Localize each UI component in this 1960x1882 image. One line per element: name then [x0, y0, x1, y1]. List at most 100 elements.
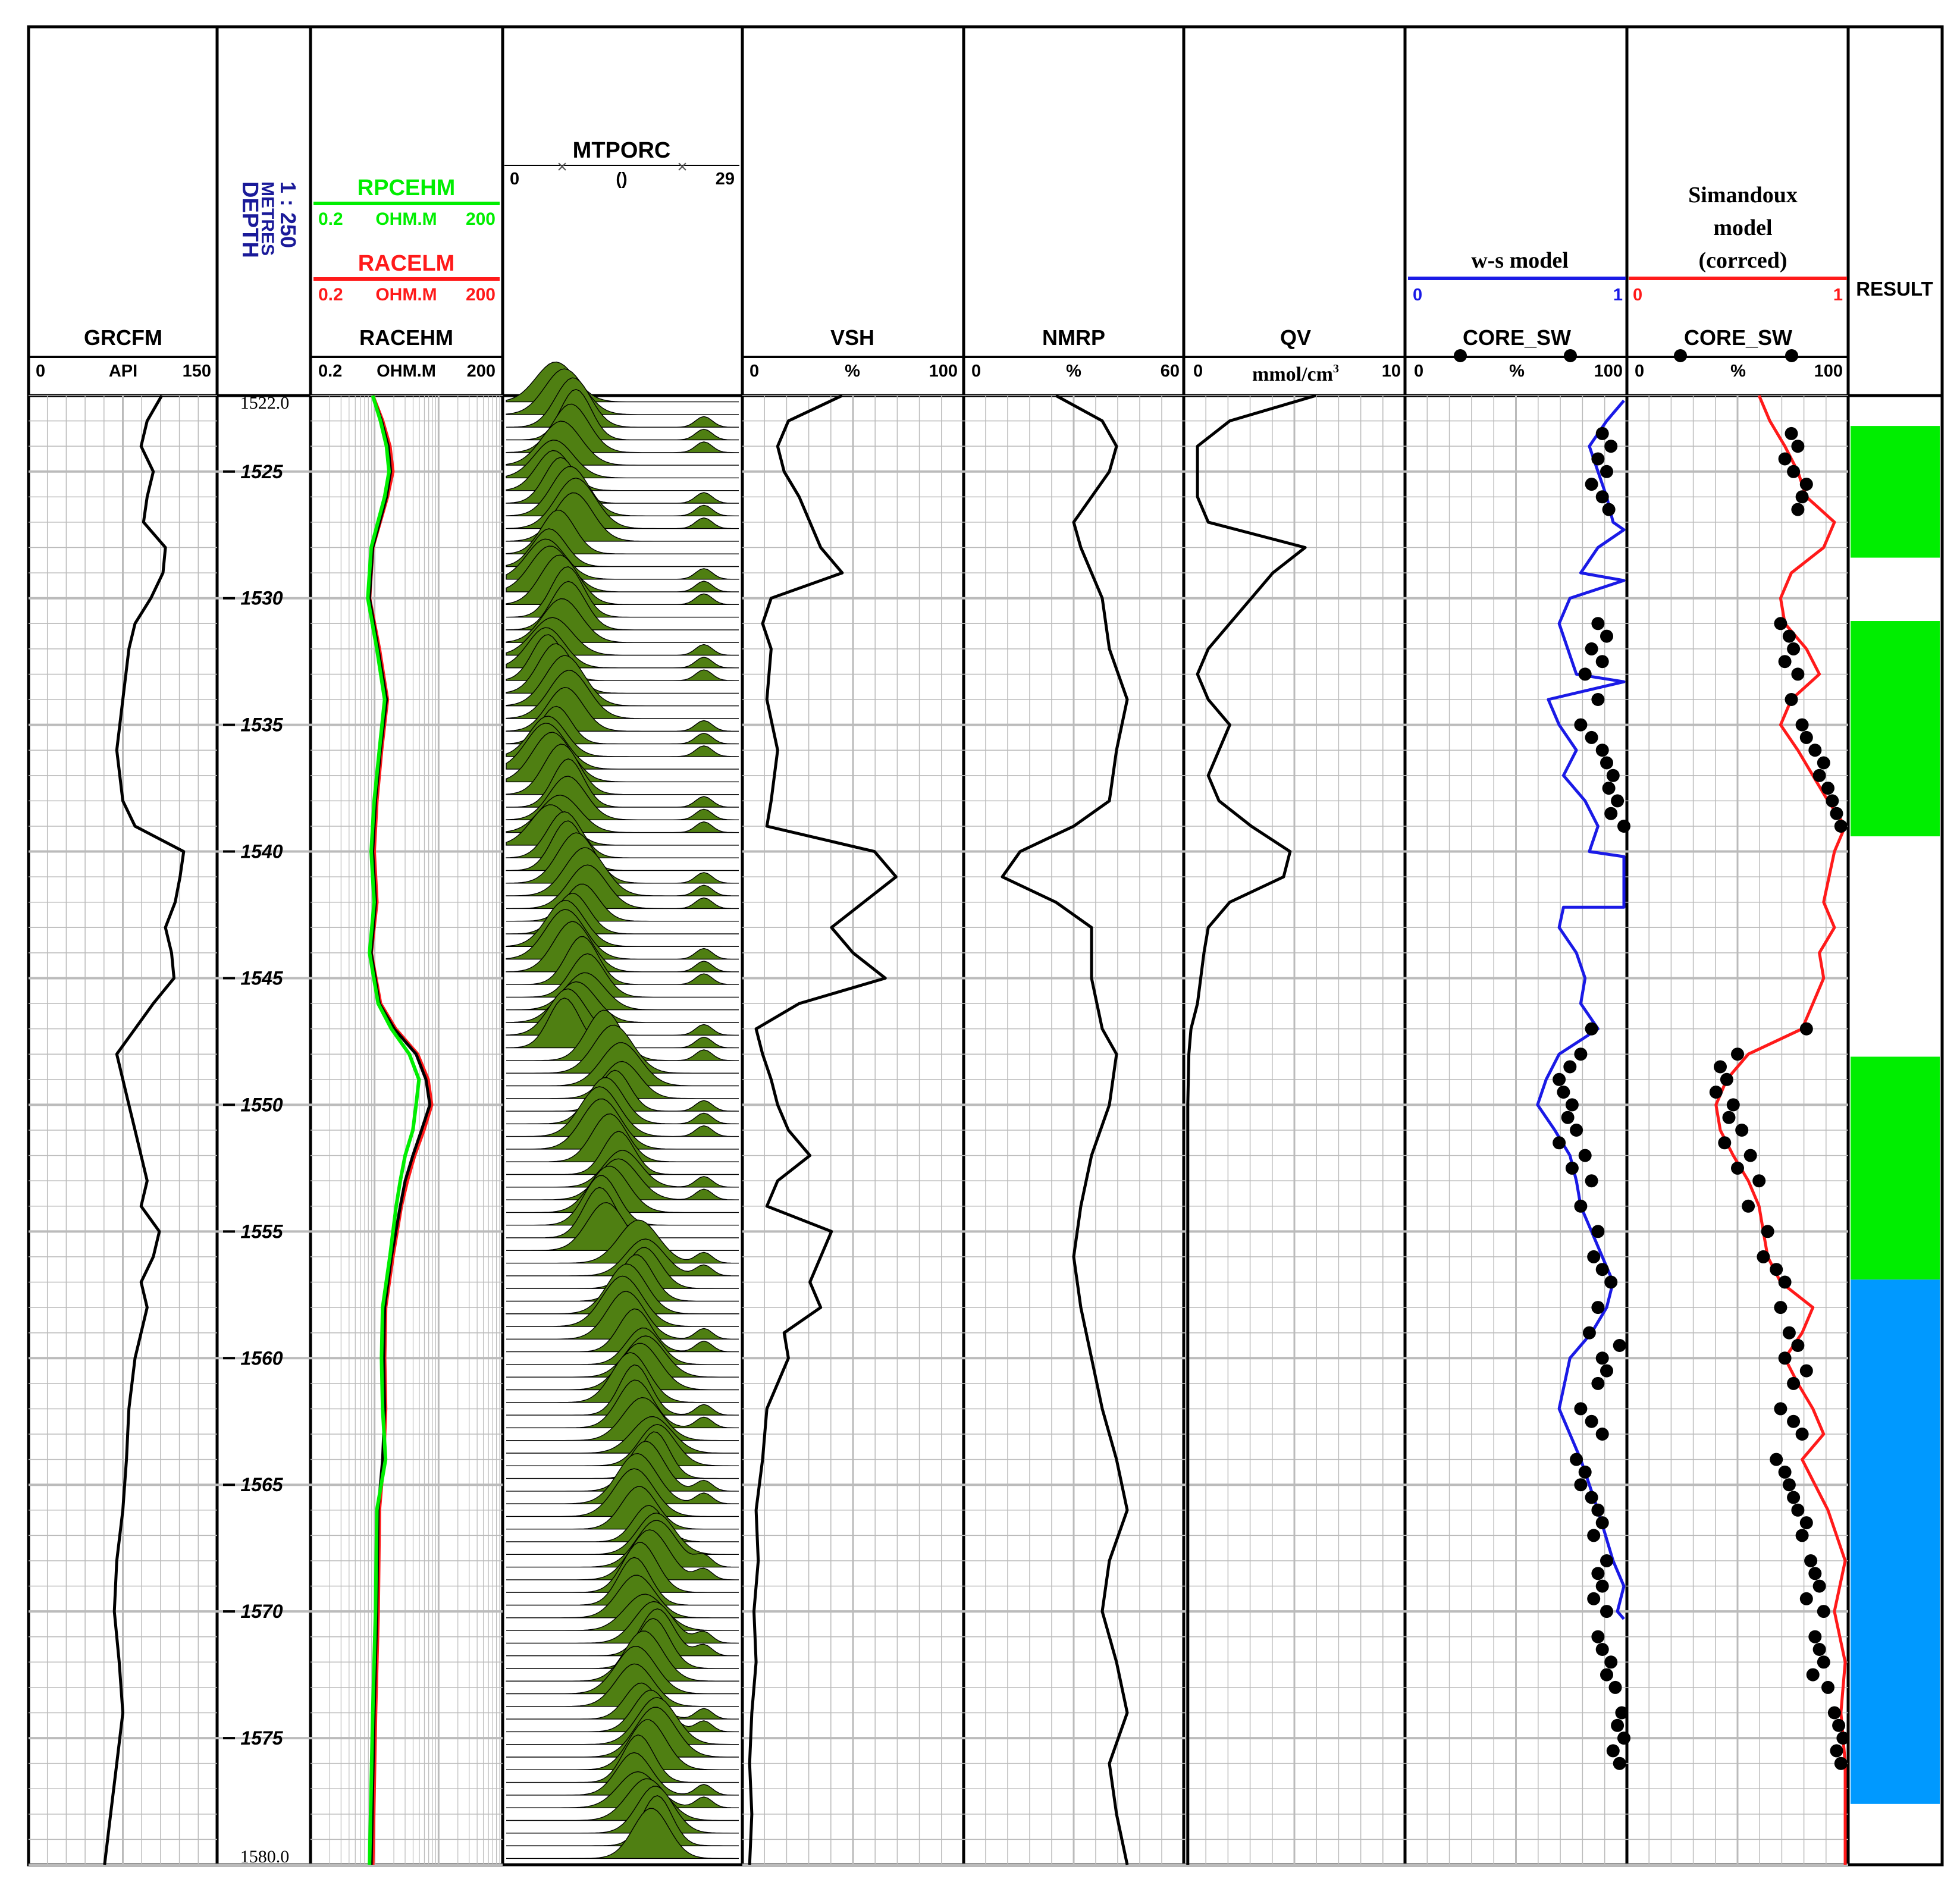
core-sw-point-ws — [1617, 1732, 1630, 1745]
core-sw-point-simandoux — [1787, 642, 1801, 655]
core-sw-point-simandoux — [1817, 1605, 1830, 1618]
core-sw-point-ws — [1600, 1554, 1613, 1567]
core-sw-point-ws — [1602, 782, 1616, 795]
depth-tick-label: 1530 — [240, 588, 283, 609]
core-sw-point-ws — [1591, 1225, 1605, 1238]
core-sw-point-ws — [1585, 1022, 1598, 1036]
sim-model-line3: (corrced) — [1698, 248, 1787, 273]
mtporc-spectrum — [506, 1069, 739, 1112]
core-sw-point-simandoux — [1782, 629, 1796, 643]
mtporc-spectrum — [506, 1707, 739, 1758]
core-sw-point-ws — [1595, 1579, 1609, 1593]
mtporc-spectrum — [506, 1795, 739, 1846]
depth-tick-label: 1550 — [240, 1094, 283, 1115]
core-sw-point-simandoux — [1808, 744, 1822, 757]
core-sw-point-simandoux — [1785, 426, 1798, 440]
depth-labels: 1522.0 1580.0 1525 1530 1535 1540 1545 1550 1555… — [223, 393, 289, 1867]
qv-max: 10 — [1382, 362, 1401, 381]
core-sw-point-ws — [1595, 1428, 1609, 1441]
depth-tick-label: 1540 — [240, 841, 283, 862]
mtporc-spectrum — [506, 1077, 739, 1125]
core-sw-point-simandoux — [1787, 1491, 1801, 1504]
core-sw-point-simandoux — [1770, 1453, 1783, 1466]
depth-tick-label: 1570 — [240, 1601, 283, 1622]
core-sw-point-simandoux — [1742, 1199, 1755, 1213]
core-sw-point-ws — [1591, 452, 1605, 466]
core-sw-point-simandoux — [1787, 1414, 1801, 1428]
ws-line-max: 1 — [1613, 286, 1623, 305]
core-sw-point-simandoux — [1735, 1124, 1749, 1137]
core-sw-point-ws — [1615, 1706, 1629, 1720]
mtporc-spectrum — [506, 1752, 739, 1796]
mtporc-spectrum — [506, 1608, 739, 1657]
core-sw-point-simandoux — [1720, 1072, 1733, 1086]
core-sw-point-simandoux — [1799, 1592, 1813, 1605]
core-sw-point-ws — [1574, 718, 1588, 732]
core-sw-point-ws — [1608, 1680, 1622, 1694]
core-sw-point-ws — [1553, 1072, 1566, 1086]
rpcehm-curve — [366, 395, 421, 1865]
core-sw-point-simandoux — [1791, 503, 1805, 516]
core-sw-point-simandoux — [1812, 1579, 1826, 1593]
nmrp-name: NMRP — [1042, 325, 1105, 350]
core-sw-point-ws — [1600, 756, 1613, 770]
core-sw-point-ws — [1587, 1592, 1601, 1605]
racehm-name: RACEHM — [359, 325, 453, 350]
nmrp-curve — [1001, 394, 1129, 1865]
mtporc-spectrum — [506, 1219, 739, 1264]
depth-tick-label: 1560 — [240, 1347, 283, 1369]
core-sw-point-simandoux — [1778, 655, 1792, 669]
core-sw-point-ws — [1600, 629, 1613, 643]
core-sw-point-ws — [1578, 1465, 1592, 1479]
mtporc-spectrum — [506, 1352, 739, 1403]
core-sw-point-ws — [1595, 1263, 1609, 1276]
header-grcfm: GRCFM 0 API 150 — [36, 325, 211, 381]
core-sw-point-ws — [1600, 465, 1613, 478]
ws-min: 0 — [1414, 362, 1423, 381]
core-sw-point-simandoux — [1834, 1756, 1848, 1770]
mtporc-spectrum — [506, 1416, 739, 1454]
vsh-min: 0 — [749, 362, 759, 381]
core-sw-point-simandoux — [1757, 1250, 1770, 1263]
core-sw-point-ws — [1565, 1161, 1579, 1175]
mtporc-spectrum — [506, 1175, 739, 1226]
mtporc-spectrum — [506, 1291, 739, 1340]
core-sw-point-ws — [1617, 820, 1630, 833]
core-sw-point-ws — [1585, 730, 1598, 744]
racehm-max: 200 — [467, 362, 496, 381]
depth-tick-label: 1535 — [240, 714, 283, 736]
mtporc-spectrum — [506, 936, 739, 985]
result-zone — [1851, 1279, 1940, 1804]
nmrp-unit: % — [1066, 362, 1081, 381]
mtporc-spectrum — [506, 1308, 739, 1353]
depth-tick-label: 1565 — [240, 1474, 283, 1495]
depth-tick-label: 1525 — [240, 461, 283, 482]
core-sw-point-ws — [1591, 1503, 1605, 1517]
mtporc-spectrum — [506, 1645, 739, 1695]
depth-label-top: 1522.0 — [240, 393, 290, 413]
racelm-unit: OHM.M — [375, 285, 437, 305]
core-sw-point-simandoux — [1830, 807, 1843, 820]
core-sw-point-ws — [1600, 1364, 1613, 1378]
qv-unit-sup: 3 — [1333, 362, 1339, 375]
core-sw-point-simandoux — [1791, 667, 1805, 681]
core-sw-point-ws — [1595, 1516, 1609, 1530]
core-sw-point-ws — [1604, 807, 1618, 820]
core-sw-point-simandoux — [1799, 1022, 1813, 1036]
core-sw-point-ws — [1595, 655, 1609, 669]
core-sw-point-ws — [1595, 490, 1609, 504]
core-sw-point-simandoux — [1709, 1086, 1723, 1099]
mtporc-spectrum — [506, 1808, 739, 1859]
qv-curve — [1186, 394, 1316, 1865]
core-sw-point-ws — [1613, 1339, 1626, 1352]
mtporc-spectrum — [506, 1696, 739, 1745]
mtporc-spectrum — [506, 1771, 739, 1808]
core-sw-point-simandoux — [1752, 1174, 1766, 1188]
ws-unit: % — [1509, 362, 1525, 381]
core-sw-point-simandoux — [1791, 1503, 1805, 1517]
mtporc-spectrum — [506, 1689, 739, 1733]
core-sw-point-ws — [1570, 1453, 1583, 1466]
core-sw-point-ws — [1574, 1402, 1588, 1416]
mtporc-spectrum — [506, 1786, 739, 1834]
core-sw-point-simandoux — [1799, 1364, 1813, 1378]
